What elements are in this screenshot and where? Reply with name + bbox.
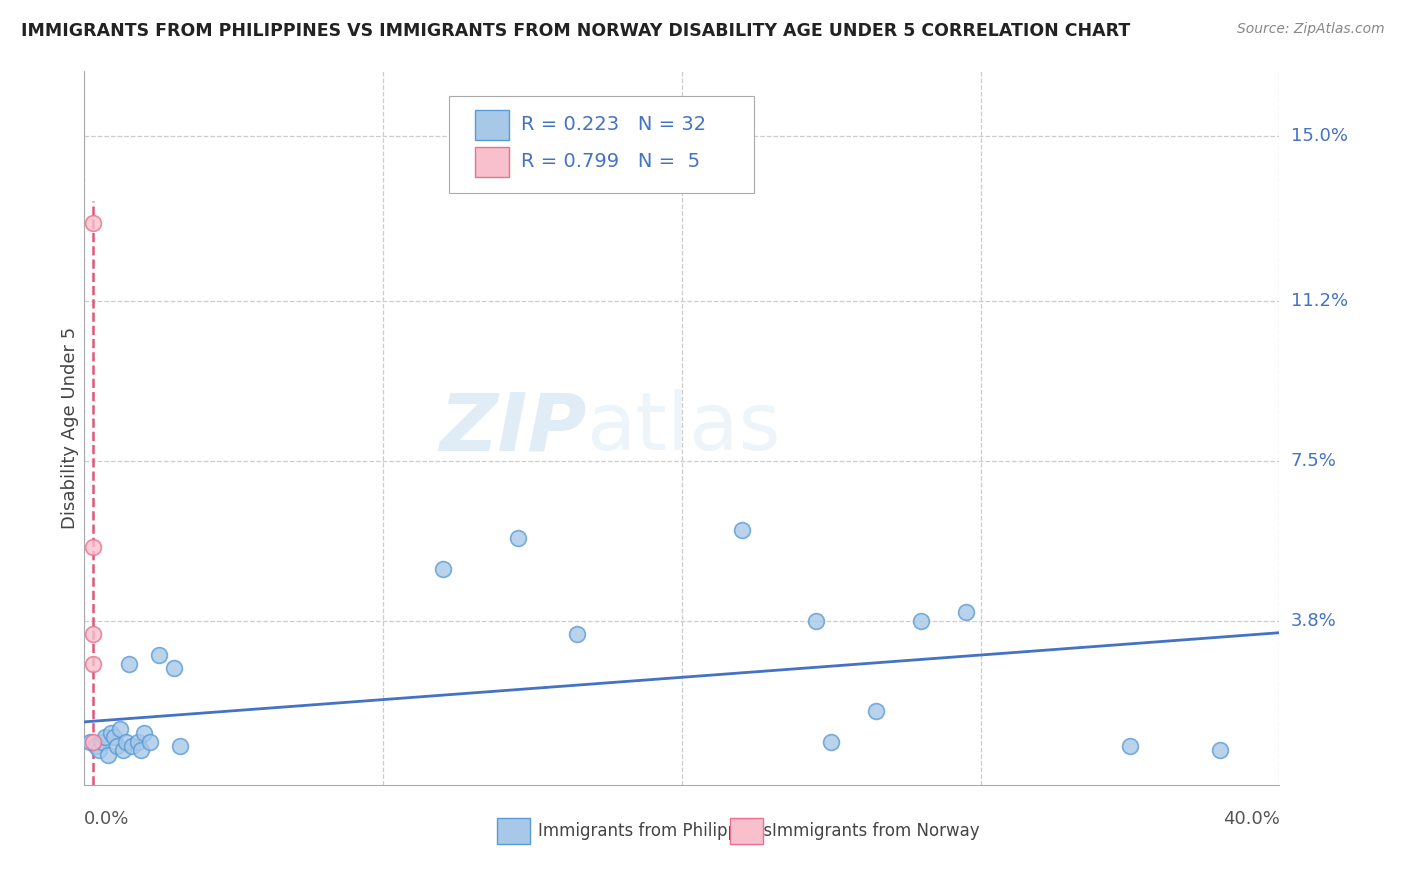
Point [806, 614, 828, 628]
Point [731, 523, 754, 537]
Point [865, 705, 887, 719]
Point [506, 532, 529, 546]
Point [820, 735, 842, 749]
Text: atlas: atlas [586, 389, 780, 467]
Point [127, 735, 149, 749]
Text: R = 0.223   N = 32: R = 0.223 N = 32 [520, 115, 706, 135]
Text: Immigrants from Norway: Immigrants from Norway [772, 822, 979, 840]
Text: 0.0%: 0.0% [84, 810, 129, 828]
Point [82, 735, 104, 749]
FancyBboxPatch shape [730, 819, 763, 844]
Point [103, 731, 125, 745]
Point [97, 747, 120, 762]
Point [169, 739, 191, 753]
Point [1209, 743, 1232, 757]
Text: Source: ZipAtlas.com: Source: ZipAtlas.com [1237, 22, 1385, 37]
Point [132, 726, 156, 740]
FancyBboxPatch shape [475, 147, 509, 177]
Point [105, 739, 128, 753]
Point [148, 648, 170, 663]
Point [82, 626, 104, 640]
Text: IMMIGRANTS FROM PHILIPPINES VS IMMIGRANTS FROM NORWAY DISABILITY AGE UNDER 5 COR: IMMIGRANTS FROM PHILIPPINES VS IMMIGRANT… [21, 22, 1130, 40]
Point [89, 743, 111, 757]
Point [86, 739, 108, 753]
Point [121, 739, 143, 753]
Text: 40.0%: 40.0% [1223, 810, 1279, 828]
Text: R = 0.799   N =  5: R = 0.799 N = 5 [520, 153, 700, 171]
Point [129, 743, 152, 757]
Point [112, 743, 135, 757]
Point [955, 605, 977, 619]
FancyBboxPatch shape [496, 819, 530, 844]
Text: 11.2%: 11.2% [1291, 292, 1348, 310]
Text: 3.8%: 3.8% [1291, 612, 1336, 630]
FancyBboxPatch shape [475, 110, 509, 140]
Point [1119, 739, 1142, 753]
Point [100, 726, 122, 740]
Text: 15.0%: 15.0% [1291, 128, 1347, 145]
Point [82, 216, 104, 230]
Point [910, 614, 932, 628]
Point [139, 735, 162, 749]
Point [118, 657, 141, 671]
Point [91, 735, 114, 749]
Point [110, 722, 132, 736]
Point [432, 562, 454, 576]
Point [94, 731, 117, 745]
Text: ZIP: ZIP [439, 389, 586, 467]
Point [115, 735, 138, 749]
Point [79, 735, 101, 749]
Point [82, 657, 104, 671]
Point [567, 626, 589, 640]
Y-axis label: Disability Age Under 5: Disability Age Under 5 [62, 327, 80, 529]
Text: Immigrants from Philippines: Immigrants from Philippines [538, 822, 773, 840]
FancyBboxPatch shape [449, 96, 754, 193]
Point [163, 661, 186, 675]
Text: 7.5%: 7.5% [1291, 451, 1337, 469]
Point [82, 540, 104, 554]
